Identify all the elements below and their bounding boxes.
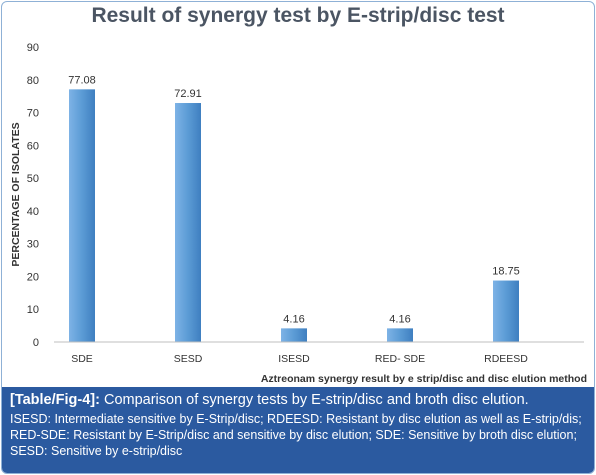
x-tick-label: SESD xyxy=(174,353,203,365)
caption-heading: [Table/Fig-4]: Comparison of synergy tes… xyxy=(10,392,586,409)
x-axis-label: Aztreonam synergy result by e strip/disc… xyxy=(261,373,587,385)
y-tick-label: 60 xyxy=(27,140,39,152)
y-tick-label: 40 xyxy=(27,206,39,218)
bar-sesd xyxy=(175,103,201,343)
y-tick-label: 50 xyxy=(27,173,39,185)
caption-note: ISESD: Intermediate sensitive by E-Strip… xyxy=(10,412,582,458)
y-tick-label: 70 xyxy=(27,108,39,120)
bar-rdeesd xyxy=(493,280,519,342)
data-label: 72.91 xyxy=(174,88,202,100)
caption-text: Comparison of synergy tests by E-strip/d… xyxy=(99,392,529,408)
bar-red-sde xyxy=(387,328,413,342)
y-tick-label: 0 xyxy=(33,337,39,349)
y-tick-label: 20 xyxy=(27,271,39,283)
data-label: 18.75 xyxy=(492,266,520,278)
figure-caption: [Table/Fig-4]: Comparison of synergy tes… xyxy=(2,387,594,473)
chart-area: Result of synergy test by E-strip/disc t… xyxy=(2,2,594,387)
data-label: 4.16 xyxy=(283,313,304,325)
y-tick-label: 30 xyxy=(27,239,39,251)
bar-chart: 0 10 20 30 40 50 60 70 80 90 PERCENTAGE OF ISOLATE… xyxy=(10,42,587,385)
y-axis-label: PERCENTAGE OF ISOLATES xyxy=(10,122,22,266)
x-tick-label: RDEESD xyxy=(484,353,528,365)
x-tick-label: ISESD xyxy=(278,353,310,365)
y-tick-label: 10 xyxy=(27,304,39,316)
chart-title: Result of synergy test by E-strip/disc t… xyxy=(91,4,505,27)
x-tick-label: RED- SDE xyxy=(375,353,425,365)
bar-isesd xyxy=(281,328,307,342)
bar-sde xyxy=(69,89,95,342)
y-tick-label: 80 xyxy=(27,75,39,87)
x-tick-label: SDE xyxy=(71,353,93,365)
data-label: 77.08 xyxy=(68,74,96,86)
y-tick-label: 90 xyxy=(27,42,39,54)
data-label: 4.16 xyxy=(389,313,410,325)
caption-label: [Table/Fig-4]: xyxy=(10,392,100,408)
